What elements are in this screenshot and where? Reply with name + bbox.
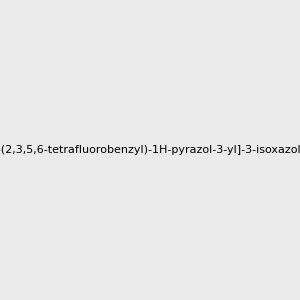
Text: 5-phenyl-N-[1-(2,3,5,6-tetrafluorobenzyl)-1H-pyrazol-3-yl]-3-isoxazolecarboxamid: 5-phenyl-N-[1-(2,3,5,6-tetrafluorobenzyl… [0, 145, 300, 155]
